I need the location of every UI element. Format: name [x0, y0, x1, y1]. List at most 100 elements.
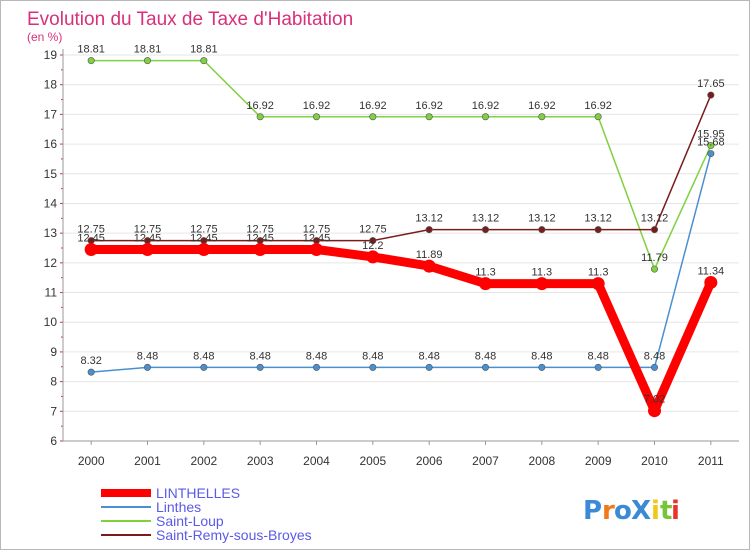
data-label: 12.75 — [359, 224, 387, 236]
data-point — [87, 368, 95, 376]
data-label: 11.3 — [588, 267, 609, 279]
data-label: 18.81 — [134, 44, 162, 56]
data-point — [594, 113, 602, 121]
data-point — [707, 142, 715, 150]
x-tick-label: 2005 — [359, 454, 386, 468]
y-tick-label: 17 — [44, 107, 58, 121]
data-point — [650, 226, 658, 234]
data-point — [538, 226, 546, 234]
data-point — [707, 91, 715, 99]
data-point — [425, 113, 433, 121]
logo-letter: P — [583, 496, 602, 526]
data-label: 12.75 — [77, 224, 105, 236]
data-point — [200, 363, 208, 371]
data-point — [650, 265, 658, 273]
data-label: 12.45 — [77, 232, 105, 244]
data-label: 12.75 — [246, 224, 274, 236]
y-tick-label: 16 — [44, 137, 58, 151]
data-label: 8.32 — [80, 355, 101, 367]
data-labels: 12.45 12.45 12.45 12.45 12.45 12.2 11.89 11.3 11… — [77, 44, 724, 406]
legend-label: Linthes — [156, 499, 201, 515]
data-label: 8.48 — [362, 350, 383, 362]
gridlines — [63, 54, 739, 412]
logo-letter: r — [602, 496, 615, 526]
data-label: 16.92 — [415, 100, 443, 112]
data-point — [144, 57, 152, 65]
data-point — [141, 242, 154, 256]
data-label: 8.48 — [249, 350, 270, 362]
data-label: 13.12 — [472, 213, 500, 225]
data-point — [481, 363, 489, 371]
data-label: 12.75 — [190, 224, 218, 236]
data-point — [84, 242, 98, 256]
x-tick-label: 2008 — [528, 454, 555, 468]
legend: LINTHELLESLinthesSaint-LoupSaint-Remy-so… — [101, 485, 312, 543]
y-tick-label: 6 — [50, 434, 57, 448]
y-tick-label: 19 — [44, 48, 58, 62]
data-label: 12.45 — [190, 232, 218, 244]
data-point — [591, 277, 605, 291]
x-axis-ticks: 2000 2001 2002 2003 2004 2005 2006 2007 2008 2009… — [78, 441, 724, 468]
data-label: 13.12 — [528, 213, 556, 225]
data-point — [704, 275, 718, 289]
data-label: 16.92 — [359, 100, 387, 112]
data-label: 12.45 — [303, 232, 331, 244]
data-label: 11.34 — [697, 265, 724, 277]
y-tick-label: 8 — [50, 375, 57, 389]
data-label: 17.65 — [697, 78, 725, 90]
y-tick-label: 15 — [44, 167, 58, 181]
x-tick-label: 2010 — [641, 454, 668, 468]
series-group — [84, 57, 718, 418]
data-point — [650, 363, 658, 371]
data-point — [479, 277, 492, 291]
series-line-saint-remy-sous-broyes — [90, 94, 712, 242]
data-point — [594, 363, 602, 371]
y-tick-label: 18 — [44, 78, 58, 92]
data-point — [369, 113, 377, 121]
logo-letter: i — [671, 496, 680, 526]
series-line-saint-loup — [90, 59, 712, 270]
y-tick-label: 9 — [50, 345, 57, 359]
logo-letter: i — [651, 496, 660, 526]
data-label: 11.3 — [532, 267, 553, 279]
data-point — [425, 226, 433, 234]
x-tick-label: 2000 — [78, 454, 105, 468]
data-label: 15.95 — [697, 129, 725, 141]
x-tick-label: 2004 — [303, 454, 330, 468]
data-label: 8.48 — [418, 350, 439, 362]
series-line-linthelles — [86, 244, 716, 416]
data-label: 8.48 — [475, 350, 496, 362]
data-point — [312, 363, 320, 371]
y-axis-ticks: 6 7 8 9 10 11 12 13 14 15 16 17 18 19 — [44, 48, 58, 448]
data-label: 16.92 — [303, 100, 331, 112]
data-label: 7.02 — [644, 394, 665, 406]
data-point — [310, 242, 323, 256]
data-label: 8.48 — [644, 350, 665, 362]
data-label: 12.75 — [134, 224, 162, 236]
data-point — [197, 242, 211, 256]
data-label: 8.48 — [587, 350, 608, 362]
logo-letter: o — [614, 496, 632, 526]
data-label: 8.48 — [306, 350, 327, 362]
data-label: 16.92 — [246, 100, 274, 112]
data-label: 16.92 — [528, 100, 556, 112]
data-point — [422, 259, 436, 273]
logo-letter: t — [660, 496, 672, 526]
data-point — [256, 113, 264, 121]
data-point — [425, 363, 433, 371]
data-point — [481, 226, 489, 234]
data-label: 8.48 — [531, 350, 552, 362]
data-point — [648, 404, 661, 418]
data-label: 13.12 — [584, 213, 612, 225]
data-label: 13.12 — [415, 213, 443, 225]
series-line-linthes — [90, 152, 712, 373]
data-point — [87, 57, 95, 65]
data-label: 12.75 — [303, 224, 331, 236]
data-point — [538, 363, 546, 371]
data-point — [707, 150, 715, 158]
data-point — [481, 113, 489, 121]
logo-letter: X — [631, 496, 651, 526]
data-label: 8.48 — [137, 350, 158, 362]
